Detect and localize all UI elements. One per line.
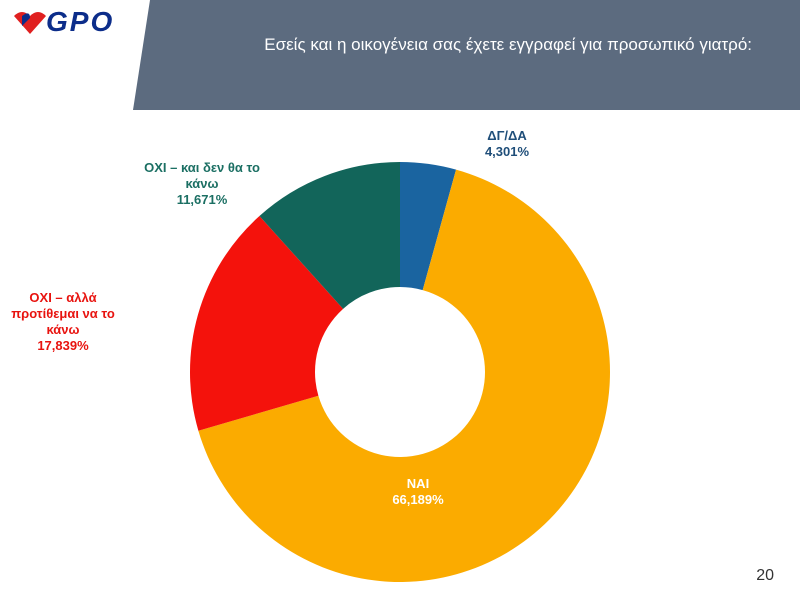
- category-label: ΝΑΙ: [406, 476, 430, 491]
- value-label: 4,301%: [484, 144, 530, 159]
- logo: GPO: [46, 6, 115, 37]
- slice-label: ΝΑΙ 66,189%: [368, 476, 468, 508]
- chart-title: Εσείς και η οικογένεια σας έχετε εγγραφε…: [264, 35, 752, 54]
- category-label: ΟΧΙ – αλλά προτίθεμαι να το κάνω: [11, 290, 115, 337]
- logo-icon: [14, 12, 46, 34]
- slice-label: ΔΓ/ΔΑ 4,301%: [447, 128, 567, 160]
- page-number: 20: [756, 567, 774, 584]
- logo-icon-detail: [22, 13, 30, 26]
- donut-slice: [190, 215, 344, 431]
- category-label: ΔΓ/ΔΑ: [487, 128, 527, 143]
- value-label: 66,189%: [392, 492, 444, 507]
- header-band: [133, 0, 800, 110]
- slice-label: ΟΧΙ – και δεν θα το κάνω 11,671%: [127, 160, 277, 208]
- donut-slice: [198, 169, 610, 582]
- value-label: 17,839%: [37, 338, 89, 353]
- donut-slice: [400, 162, 457, 291]
- category-label: ΟΧΙ – και δεν θα το κάνω: [144, 160, 260, 191]
- donut-slice: [259, 162, 400, 309]
- slice-label: ΟΧΙ – αλλά προτίθεμαι να το κάνω 17,839%: [7, 290, 119, 354]
- value-label: 11,671%: [176, 192, 228, 207]
